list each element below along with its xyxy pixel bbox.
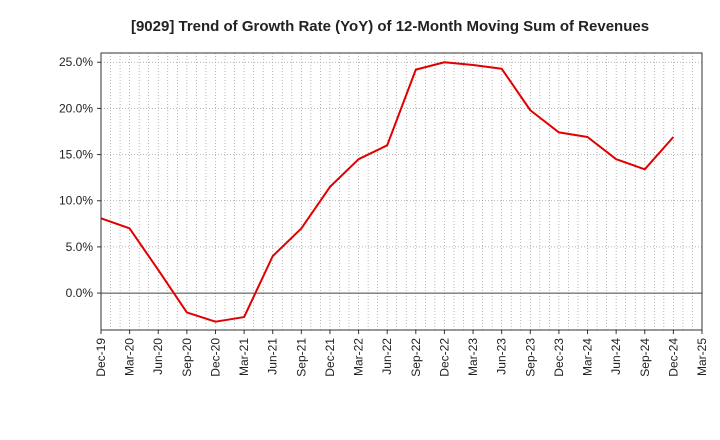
x-tick-label: Jun-22	[380, 338, 394, 375]
x-tick-label: Mar-22	[352, 338, 366, 376]
x-tick-label: Mar-21	[237, 338, 251, 376]
x-tick-label: Mar-20	[123, 338, 137, 376]
x-tick-label: Dec-19	[94, 338, 108, 377]
x-tick-label: Mar-24	[581, 338, 595, 376]
x-axis-ticks: Dec-19 Mar-20 Jun-20 Sep-20 Dec-20 Mar-21 Jun-…	[94, 330, 709, 377]
x-tick-label: Sep-20	[180, 338, 194, 377]
x-tick-label: Jun-20	[151, 338, 165, 375]
x-tick-label: Dec-20	[208, 338, 222, 377]
chart-title: [9029] Trend of Growth Rate (YoY) of 12-…	[131, 18, 649, 35]
series-line	[100, 61, 675, 323]
y-tick-label: 5.0%	[66, 240, 94, 254]
y-tick-label: 15.0%	[59, 148, 93, 162]
x-tick-label: Sep-23	[523, 338, 537, 377]
x-tick-label: Jun-24	[609, 338, 623, 375]
x-tick-label: Dec-22	[437, 338, 451, 377]
x-tick-label: Jun-23	[495, 338, 509, 375]
plot-frame	[100, 52, 703, 331]
series-lines	[100, 61, 675, 323]
x-tick-label: Mar-23	[466, 338, 480, 376]
x-tick-label: Sep-24	[638, 338, 652, 377]
y-tick-label: 25.0%	[59, 55, 93, 69]
y-axis-ticks: 25.0% 20.0% 15.0% 10.0% 5.0% 0.0%	[59, 55, 101, 300]
grid	[100, 53, 702, 330]
x-tick-label: Dec-24	[666, 338, 680, 377]
x-tick-label: Mar-25	[695, 338, 709, 376]
y-tick-label: 10.0%	[59, 194, 93, 208]
x-tick-label: Sep-21	[294, 338, 308, 377]
x-tick-label: Dec-23	[552, 338, 566, 377]
y-tick-label: 0.0%	[66, 286, 94, 300]
y-tick-label: 20.0%	[59, 101, 93, 115]
x-tick-label: Sep-22	[409, 338, 423, 377]
x-tick-label: Dec-21	[323, 338, 337, 377]
x-tick-label: Jun-21	[266, 338, 280, 375]
